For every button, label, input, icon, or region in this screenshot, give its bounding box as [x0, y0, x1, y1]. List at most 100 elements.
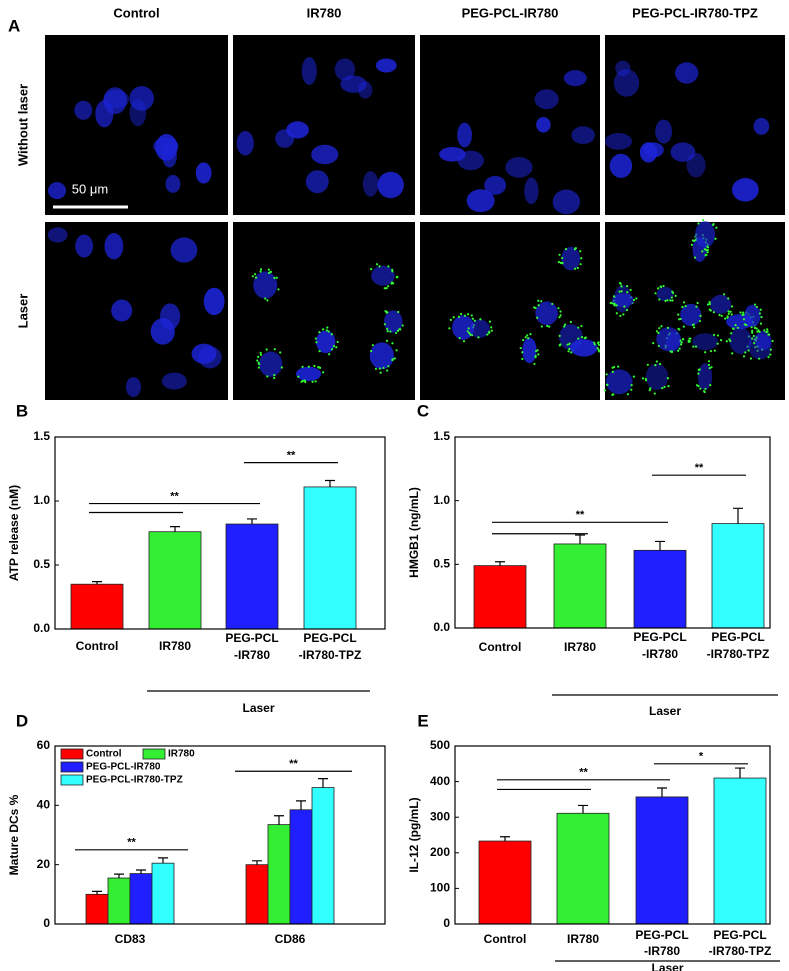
y-tick-label: 200 — [430, 845, 450, 859]
green-signal — [301, 365, 304, 368]
cell-nucleus — [570, 339, 598, 357]
green-signal — [753, 326, 757, 330]
cell-nucleus — [535, 301, 558, 326]
group-label: Laser — [651, 961, 683, 971]
legend-swatch — [142, 748, 166, 760]
green-signal — [385, 339, 389, 342]
significance-label: ** — [127, 837, 136, 849]
green-signal — [706, 246, 710, 249]
micrograph — [45, 35, 228, 215]
green-signal — [619, 282, 622, 285]
y-axis-label: HMGB1 (ng/mL) — [407, 487, 421, 578]
green-signal — [580, 324, 583, 328]
green-signal — [649, 387, 652, 390]
panel-label: D — [16, 711, 28, 730]
green-signal — [389, 330, 392, 333]
green-signal — [742, 311, 745, 314]
cell-nucleus — [160, 303, 181, 330]
green-signal — [626, 393, 629, 396]
green-signal — [699, 314, 702, 317]
green-signal — [749, 357, 753, 360]
green-signal — [671, 299, 674, 302]
green-signal — [767, 333, 770, 336]
green-signal — [529, 333, 532, 336]
green-signal — [755, 305, 758, 309]
green-signal — [751, 329, 754, 332]
y-tick-label: 500 — [430, 738, 450, 752]
green-signal — [561, 261, 564, 265]
green-signal — [755, 336, 758, 339]
green-signal — [336, 340, 339, 344]
y-tick-label: 0.5 — [33, 557, 50, 571]
micrograph — [603, 218, 785, 400]
cell-nucleus — [74, 100, 93, 120]
bar — [478, 840, 532, 925]
green-signal — [759, 308, 762, 311]
green-signal — [551, 302, 554, 306]
green-signal — [266, 299, 269, 302]
green-signal — [623, 305, 626, 308]
cell-nucleus — [729, 327, 752, 354]
cell-nucleus — [536, 116, 551, 133]
green-signal — [557, 260, 560, 264]
green-signal — [536, 349, 539, 352]
cell-nucleus — [47, 227, 68, 243]
micrograph — [233, 222, 415, 400]
error-bar — [92, 890, 102, 895]
bar — [151, 862, 175, 925]
green-signal — [729, 339, 732, 343]
cell-nucleus — [236, 131, 254, 156]
micrograph-background — [45, 35, 228, 215]
green-signal — [664, 299, 667, 303]
green-signal — [626, 291, 629, 294]
green-signal — [754, 345, 757, 349]
green-signal — [742, 355, 746, 358]
y-tick-label: 1.5 — [33, 429, 50, 443]
significance-label: ** — [576, 509, 585, 521]
x-tick-label: PEG-PCL — [633, 630, 686, 644]
cell-nucleus — [104, 233, 124, 260]
green-signal — [612, 295, 616, 298]
cell-nucleus — [305, 170, 329, 194]
green-signal — [752, 334, 755, 338]
bar — [70, 583, 124, 630]
green-signal — [598, 350, 601, 353]
error-bar — [657, 787, 667, 797]
row-label: Laser — [15, 294, 30, 329]
green-signal — [258, 363, 261, 366]
green-signal — [536, 316, 539, 319]
green-signal — [635, 297, 638, 300]
green-signal — [267, 271, 271, 274]
green-signal — [557, 307, 560, 310]
green-signal — [720, 314, 723, 317]
green-signal — [711, 223, 715, 226]
cell-nucleus — [371, 265, 395, 286]
green-signal — [696, 301, 699, 305]
green-signal — [683, 301, 686, 304]
green-signal — [540, 325, 543, 328]
error-bar — [318, 778, 328, 788]
green-signal — [522, 339, 525, 342]
x-tick-label: CD86 — [275, 932, 306, 946]
green-signal — [470, 314, 473, 317]
green-signal — [669, 299, 672, 302]
x-tick-label: IR780 — [159, 639, 191, 653]
error-bar — [500, 836, 510, 842]
green-signal — [386, 369, 389, 372]
green-signal — [610, 301, 613, 304]
bar — [225, 523, 279, 630]
green-signal — [593, 341, 596, 344]
legend-label: IR780 — [168, 749, 195, 760]
group-label: Laser — [242, 701, 274, 715]
green-signal — [707, 360, 711, 363]
green-signal — [618, 290, 621, 293]
green-signal — [727, 312, 730, 315]
green-signal — [705, 253, 708, 256]
green-signal — [490, 329, 493, 332]
green-signal — [769, 353, 772, 356]
green-signal — [655, 330, 659, 333]
green-signal — [693, 326, 696, 329]
green-signal — [742, 318, 746, 321]
green-signal — [679, 317, 682, 321]
green-signal — [655, 360, 658, 363]
